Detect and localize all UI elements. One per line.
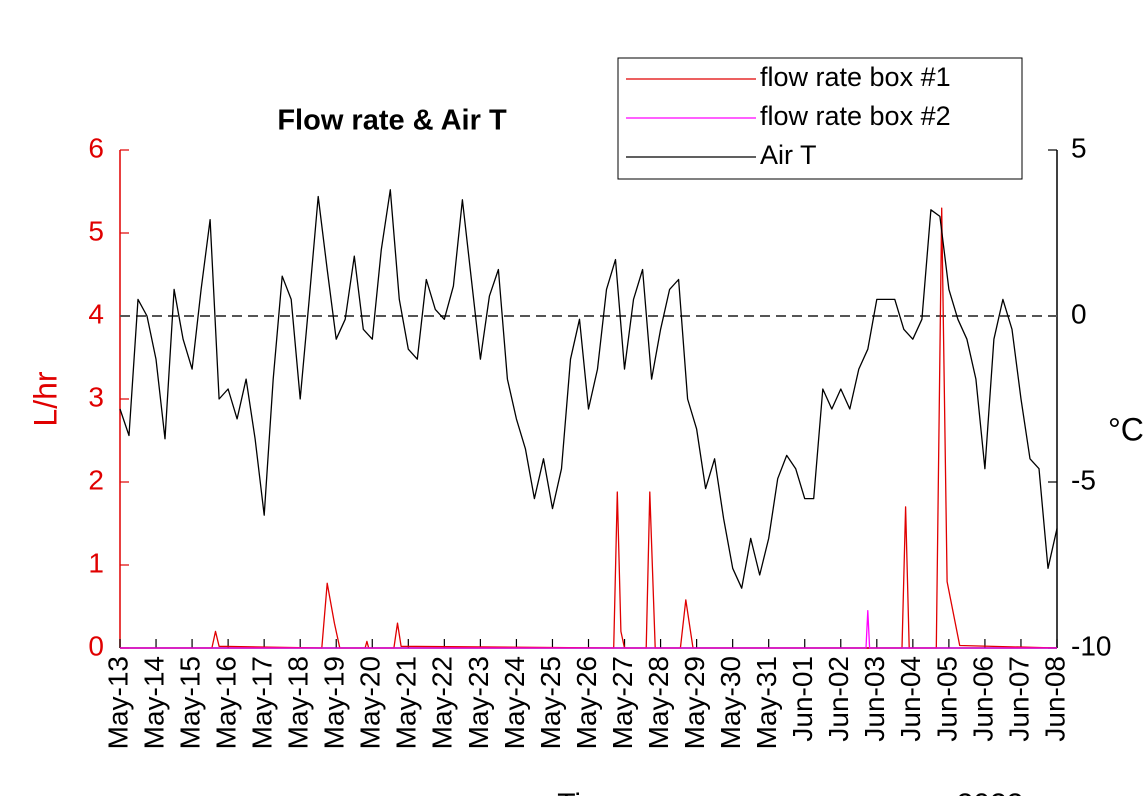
x-tick-label: May-31 xyxy=(751,656,782,749)
y-tick-label: 3 xyxy=(88,381,104,412)
y-tick-label: 4 xyxy=(88,298,104,329)
x-tick-label: Jun-05 xyxy=(931,656,962,742)
y2-tick-label: -10 xyxy=(1071,630,1111,661)
x-tick-label: May-18 xyxy=(283,656,314,749)
x-tick-label: May-26 xyxy=(571,656,602,749)
x-year-label: 2022 xyxy=(957,788,1024,796)
x-tick-label: May-27 xyxy=(607,656,638,749)
x-tick-label: May-13 xyxy=(102,656,133,749)
y-tick-label: 2 xyxy=(88,464,104,495)
x-tick-label: May-30 xyxy=(715,656,746,749)
x-tick-label: Jun-04 xyxy=(895,656,926,742)
chart-title: Flow rate & Air T xyxy=(277,105,507,137)
y2-axis-label: °C xyxy=(1108,411,1144,447)
x-tick-label: May-28 xyxy=(643,656,674,749)
x-tick-label: May-14 xyxy=(138,656,169,749)
x-tick-label: Jun-01 xyxy=(787,656,818,742)
y-axis-label: L/hr xyxy=(27,371,63,426)
x-tick-label: May-23 xyxy=(463,656,494,749)
x-tick-label: May-21 xyxy=(391,656,422,749)
x-tick-label: May-25 xyxy=(535,656,566,749)
x-tick-label: May-22 xyxy=(427,656,458,749)
y-tick-label: 5 xyxy=(88,215,104,246)
x-tick-label: Jun-07 xyxy=(1003,656,1034,742)
legend-label: flow rate box #2 xyxy=(760,101,951,131)
series-line xyxy=(120,609,1057,649)
x-axis-label: Time xyxy=(557,788,623,796)
series-line xyxy=(120,207,1058,649)
legend-label: flow rate box #1 xyxy=(760,62,951,92)
x-tick-label: May-17 xyxy=(247,656,278,749)
x-tick-label: May-20 xyxy=(355,656,386,749)
x-tick-label: May-15 xyxy=(174,656,205,749)
x-tick-label: Jun-06 xyxy=(967,656,998,742)
x-tick-label: Jun-08 xyxy=(1039,656,1070,742)
series-line xyxy=(119,189,1058,589)
y2-tick-label: -5 xyxy=(1071,464,1096,495)
y2-tick-label: 0 xyxy=(1071,298,1087,329)
x-tick-label: Jun-02 xyxy=(823,656,854,742)
x-tick-label: Jun-03 xyxy=(859,656,890,742)
y-tick-label: 6 xyxy=(88,132,104,163)
y-tick-label: 1 xyxy=(88,547,104,578)
y2-tick-label: 5 xyxy=(1071,132,1087,163)
y-tick-label: 0 xyxy=(88,630,104,661)
x-tick-label: May-19 xyxy=(319,656,350,749)
legend-label: Air T xyxy=(760,140,817,170)
x-tick-label: May-24 xyxy=(499,656,530,749)
x-tick-label: May-29 xyxy=(679,656,710,749)
x-tick-label: May-16 xyxy=(211,656,242,749)
